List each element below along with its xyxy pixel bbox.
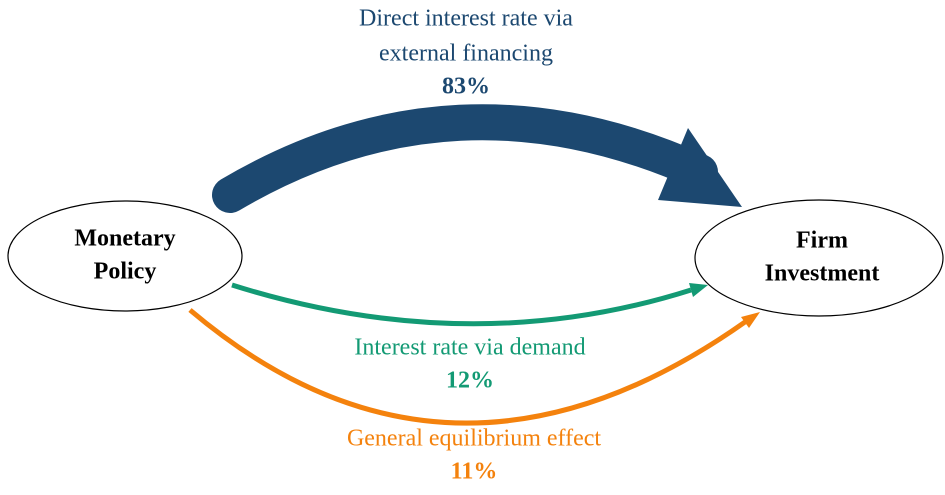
edge-share: 11% — [451, 459, 498, 485]
arrow-demand — [231, 282, 692, 327]
node-label: Investment — [765, 261, 880, 287]
arrow-direct — [212, 104, 718, 213]
edge-label: external financing — [379, 41, 553, 67]
edge-label: General equilibrium effect — [347, 426, 601, 452]
node-label: Monetary — [74, 226, 175, 252]
node-label: Policy — [94, 259, 157, 285]
edge-label: Interest rate via demand — [354, 335, 585, 361]
node-ellipse — [7, 200, 243, 312]
edge-share: 12% — [446, 368, 494, 394]
arrowhead-general — [741, 312, 760, 328]
edge-share: 83% — [442, 74, 490, 100]
arrow-general — [188, 308, 747, 426]
edge-label: Direct interest rate via — [359, 6, 573, 32]
node-ellipse — [694, 199, 944, 317]
arrowhead-direct — [658, 128, 742, 207]
node-label: Firm — [796, 228, 848, 254]
arrowhead-demand — [689, 283, 708, 297]
